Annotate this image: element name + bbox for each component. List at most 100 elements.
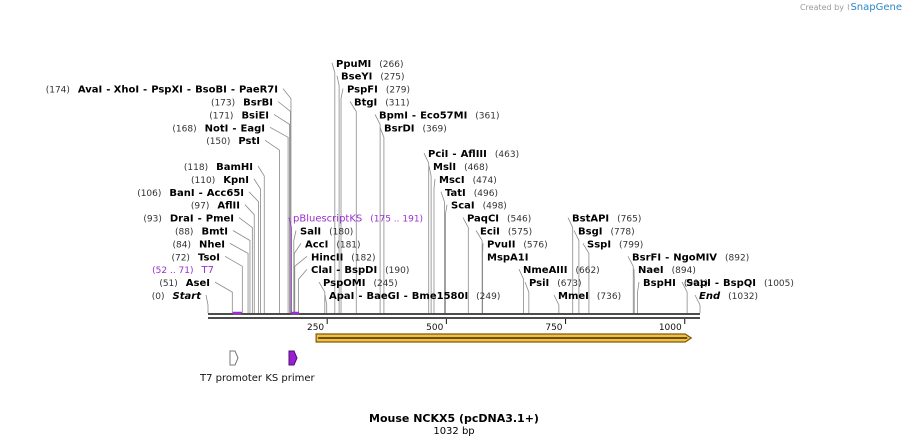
site-coordinate[interactable]: (736): [597, 292, 621, 302]
enzyme-name[interactable]: BsrFI: [632, 252, 661, 263]
enzyme-name[interactable]: PspOMI: [323, 278, 365, 289]
enzyme-name[interactable]: MslI: [433, 162, 456, 173]
site-coordinate[interactable]: (175 .. 191): [370, 215, 423, 225]
site-coordinate[interactable]: (894): [672, 266, 696, 276]
site-coordinate[interactable]: (266): [379, 60, 403, 70]
site-coordinate[interactable]: (118): [184, 163, 208, 173]
site-coordinate[interactable]: (275): [380, 73, 404, 83]
enzyme-name[interactable]: NotI: [205, 123, 229, 134]
enzyme-name[interactable]: Start: [173, 291, 203, 302]
site-coordinate[interactable]: (182): [351, 253, 375, 263]
site-coordinate[interactable]: (180): [329, 228, 353, 238]
enzyme-name[interactable]: BamHI: [216, 162, 253, 173]
enzyme-name[interactable]: BseYI: [341, 72, 372, 83]
enzyme-name[interactable]: PspXI: [151, 85, 183, 96]
enzyme-name[interactable]: XhoI: [114, 85, 139, 96]
enzyme-name[interactable]: SspI: [587, 239, 611, 250]
site-coordinate[interactable]: (279): [386, 86, 410, 96]
site-coordinate[interactable]: (662): [575, 266, 599, 276]
enzyme-name[interactable]: MscI: [439, 175, 465, 186]
enzyme-name[interactable]: NgoMIV: [673, 252, 717, 263]
site-coordinate[interactable]: (369): [423, 124, 447, 134]
enzyme-name[interactable]: BspQI: [723, 278, 756, 289]
enzyme-name[interactable]: BsoBI: [195, 85, 227, 96]
enzyme-name[interactable]: BspHI: [643, 278, 676, 289]
enzyme-name[interactable]: PvuII: [487, 239, 515, 250]
enzyme-name[interactable]: BtgI: [354, 98, 377, 109]
enzyme-name[interactable]: BsiEI: [241, 110, 269, 121]
enzyme-name[interactable]: KpnI: [223, 175, 249, 186]
site-coordinate[interactable]: (311): [385, 99, 409, 109]
site-coordinate[interactable]: (84): [173, 240, 191, 250]
enzyme-name[interactable]: PspFI: [347, 85, 378, 96]
enzyme-name[interactable]: PaeR7I: [239, 85, 278, 96]
enzyme-name[interactable]: PsiI: [529, 278, 549, 289]
site-coordinate[interactable]: (245): [373, 279, 397, 289]
enzyme-name[interactable]: AseI: [186, 278, 210, 289]
site-coordinate[interactable]: (72): [171, 253, 189, 263]
enzyme-name[interactable]: AflII: [217, 201, 240, 212]
site-coordinate[interactable]: (901): [684, 279, 708, 289]
enzyme-name[interactable]: PciI: [428, 149, 448, 160]
site-coordinate[interactable]: (52 .. 71): [152, 266, 193, 276]
site-coordinate[interactable]: (181): [336, 240, 360, 250]
site-coordinate[interactable]: (106): [137, 189, 161, 199]
enzyme-name[interactable]: TatI: [445, 188, 466, 199]
site-coordinate[interactable]: (474): [473, 176, 497, 186]
enzyme-name[interactable]: BspDI: [344, 265, 377, 276]
enzyme-name[interactable]: BpmI: [379, 110, 408, 121]
site-coordinate[interactable]: (190): [385, 266, 409, 276]
site-coordinate[interactable]: (173): [211, 99, 235, 109]
site-coordinate[interactable]: (498): [483, 202, 507, 212]
enzyme-name[interactable]: NaeI: [638, 265, 664, 276]
enzyme-name[interactable]: AccI: [305, 239, 328, 250]
site-coordinate[interactable]: (765): [617, 215, 641, 225]
site-coordinate[interactable]: (168): [172, 124, 196, 134]
site-coordinate[interactable]: (150): [206, 137, 230, 147]
enzyme-name[interactable]: AflIII: [461, 149, 487, 160]
site-coordinate[interactable]: (174): [46, 86, 70, 96]
site-coordinate[interactable]: (673): [557, 279, 581, 289]
site-coordinate[interactable]: (51): [159, 279, 177, 289]
enzyme-name[interactable]: BsgI: [578, 227, 602, 238]
enzyme-name[interactable]: EagI: [241, 123, 265, 134]
enzyme-name[interactable]: AvaI: [78, 85, 102, 96]
site-coordinate[interactable]: (97): [191, 202, 209, 212]
site-coordinate[interactable]: (575): [508, 228, 532, 238]
enzyme-name[interactable]: TsoI: [198, 252, 220, 263]
ks-primer-feature-icon[interactable]: [288, 350, 298, 366]
site-coordinate[interactable]: (892): [725, 253, 749, 263]
enzyme-name[interactable]: BaeGI: [367, 291, 400, 302]
enzyme-name[interactable]: EciI: [480, 227, 500, 238]
site-coordinate[interactable]: (778): [610, 228, 634, 238]
enzyme-name[interactable]: PaqCI: [467, 214, 499, 225]
site-coordinate[interactable]: (1005): [764, 279, 794, 289]
site-coordinate[interactable]: (496): [474, 189, 498, 199]
enzyme-name[interactable]: ApaI: [329, 291, 354, 302]
enzyme-name[interactable]: ScaI: [451, 201, 475, 212]
enzyme-name[interactable]: PpuMI: [336, 59, 371, 70]
enzyme-name[interactable]: BanI: [169, 188, 194, 199]
site-coordinate[interactable]: (0): [152, 292, 165, 302]
primer-name[interactable]: pBluescriptKS: [293, 214, 362, 225]
enzyme-name[interactable]: Bme1580I: [412, 291, 468, 302]
site-coordinate[interactable]: (171): [209, 111, 233, 121]
enzyme-name[interactable]: SapI: [686, 278, 711, 289]
site-coordinate[interactable]: (576): [523, 240, 547, 250]
enzyme-name[interactable]: BsrBI: [243, 98, 273, 109]
enzyme-name[interactable]: MmeI: [558, 291, 589, 302]
enzyme-name[interactable]: PstI: [238, 136, 260, 147]
site-coordinate[interactable]: (546): [507, 215, 531, 225]
site-coordinate[interactable]: (249): [476, 292, 500, 302]
enzyme-name[interactable]: HincII: [311, 252, 343, 263]
enzyme-name[interactable]: MspA1I: [487, 252, 528, 263]
enzyme-name[interactable]: SalI: [300, 227, 321, 238]
site-coordinate[interactable]: (799): [619, 240, 643, 250]
site-coordinate[interactable]: (361): [475, 111, 499, 121]
site-coordinate[interactable]: (1032): [728, 292, 758, 302]
primer-name[interactable]: T7: [201, 265, 214, 276]
enzyme-name[interactable]: Eco57MI: [420, 110, 467, 121]
enzyme-name[interactable]: End: [699, 291, 721, 302]
enzyme-name[interactable]: BsrDI: [384, 123, 415, 134]
site-coordinate[interactable]: (93): [143, 215, 161, 225]
